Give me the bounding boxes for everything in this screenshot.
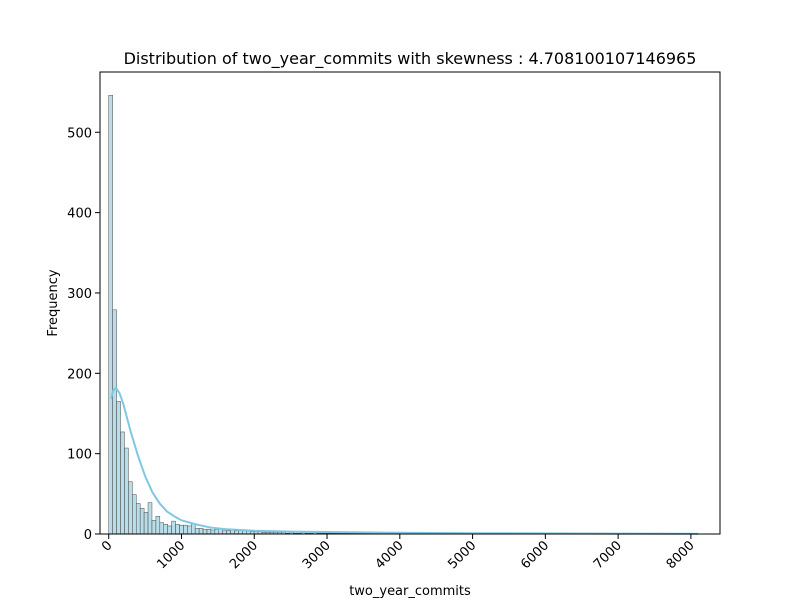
plot-frame — [99, 71, 721, 535]
histogram-bar — [171, 520, 176, 535]
y-tick-label: 200 — [67, 367, 92, 382]
histogram-bar — [143, 512, 149, 535]
x-tick-label: 4000 — [373, 538, 407, 572]
histogram-bar — [214, 528, 220, 535]
histogram-bar — [187, 525, 192, 535]
x-tick-label: 2000 — [227, 538, 261, 572]
histogram-bar — [198, 528, 204, 535]
histogram-bar — [191, 523, 196, 535]
histogram-bar — [163, 524, 168, 535]
histogram-bar — [112, 309, 117, 535]
x-tick-label: 5000 — [445, 538, 479, 572]
y-axis: 0 100 200 300 400 500 — [67, 126, 100, 543]
histogram-bar — [206, 528, 212, 535]
chart-title: Distribution of two_year_commits with sk… — [124, 49, 697, 69]
y-axis-label: Frequency — [46, 269, 61, 336]
x-tick-label: 0 — [99, 538, 115, 554]
histogram-bar — [155, 516, 161, 535]
x-tick-label: 1000 — [154, 538, 188, 572]
histogram-bar — [124, 447, 129, 535]
y-tick-label: 500 — [67, 126, 92, 141]
y-tick-label: 0 — [84, 528, 92, 543]
y-tick-label: 300 — [67, 287, 92, 302]
x-tick-label: 6000 — [518, 538, 552, 572]
histogram-bar — [135, 503, 141, 535]
histogram-bar — [120, 431, 125, 535]
histogram-bar — [108, 95, 113, 535]
histogram-bar — [194, 528, 200, 535]
histogram-bar — [159, 522, 164, 535]
histogram-bar — [147, 502, 153, 535]
y-tick-label: 100 — [67, 448, 92, 463]
histogram-bar — [116, 401, 121, 535]
histogram-bar — [175, 524, 180, 535]
histogram-bar — [183, 524, 188, 535]
x-axis-label: two_year_commits — [349, 584, 471, 599]
histogram-bar — [139, 508, 145, 535]
histogram-bar — [128, 481, 133, 535]
histogram-bars — [108, 95, 432, 535]
y-tick-label: 400 — [67, 207, 92, 222]
x-axis: 0 1000 2000 3000 4000 5000 6000 7000 8000 — [99, 534, 698, 572]
x-tick-label: 3000 — [300, 538, 334, 572]
histogram-bar — [151, 520, 157, 535]
histogram-bar — [179, 524, 184, 535]
histogram-bar — [167, 525, 172, 535]
histogram-bar — [210, 529, 216, 535]
kde-curve — [109, 386, 699, 535]
x-tick-label: 7000 — [591, 538, 625, 572]
x-tick-label: 8000 — [664, 538, 698, 572]
histogram-bar — [132, 494, 137, 535]
histogram-bar — [202, 528, 208, 535]
